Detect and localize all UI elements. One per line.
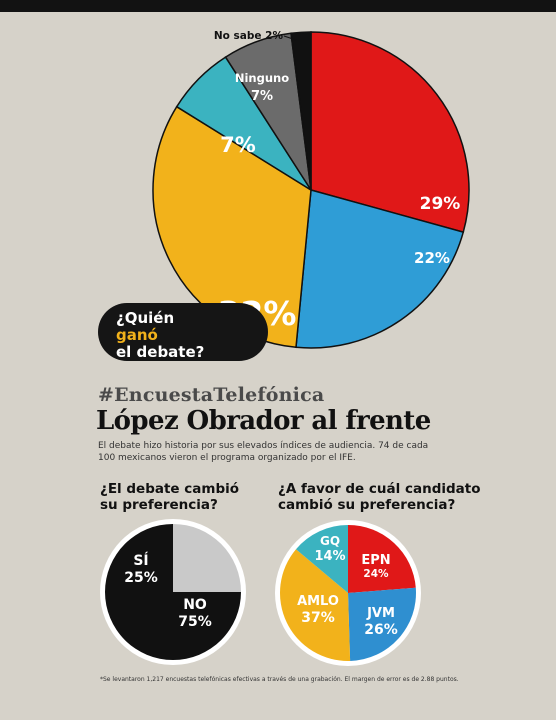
slice-label: Ninguno — [235, 71, 289, 85]
hashtag: #EncuestaTelefónica — [98, 384, 325, 406]
slice-label: 24% — [363, 568, 389, 580]
question-preference-changed: ¿El debate cambió su preferencia? — [100, 481, 240, 513]
slice-label: NO — [183, 597, 207, 613]
slice-label: 26% — [364, 622, 398, 638]
pie-slice — [295, 189, 465, 349]
slice-label: 7% — [220, 133, 256, 157]
pie-slice — [105, 524, 241, 660]
slice-label: AMLO — [297, 594, 339, 609]
pie-slice — [348, 587, 416, 661]
slice-label: 25% — [124, 570, 158, 586]
slice-label: 14% — [314, 549, 345, 564]
callout-line-1: ¿Quién — [116, 309, 175, 327]
subtitle: El debate hizo historia por sus elevados… — [98, 441, 429, 463]
headline: López Obrador al frente — [96, 406, 431, 436]
pie-slice — [348, 525, 416, 593]
footnote: *Se levantaron 1,217 encuestas telefónic… — [100, 676, 459, 683]
slice-label: 29% — [420, 194, 461, 214]
slice-label: 7% — [251, 89, 273, 104]
slice-label: 37% — [301, 610, 335, 626]
pie-slice — [173, 524, 241, 592]
question-candidate-favored: ¿A favor de cuál candidato cambió su pre… — [278, 481, 481, 513]
slice-label: 22% — [414, 249, 450, 267]
slice-label: 75% — [178, 614, 212, 630]
pie-slice — [290, 31, 312, 191]
pie-slice — [280, 549, 351, 661]
callout-question: ¿Quién ganó el debate? — [116, 310, 256, 361]
callout-highlight: ganó — [116, 326, 158, 344]
leader-line — [283, 35, 297, 41]
callout-box — [98, 303, 268, 361]
slice-label: No sabe 2% — [214, 30, 284, 42]
top-bar — [0, 0, 556, 12]
callout-line-3: el debate? — [116, 343, 205, 361]
slice-label: SÍ — [133, 552, 148, 569]
slice-label: JVM — [366, 606, 395, 621]
pie-slice — [295, 525, 348, 593]
pie-slice — [310, 31, 470, 234]
slice-label: GQ — [320, 534, 340, 548]
slice-label: EPN — [361, 553, 390, 568]
